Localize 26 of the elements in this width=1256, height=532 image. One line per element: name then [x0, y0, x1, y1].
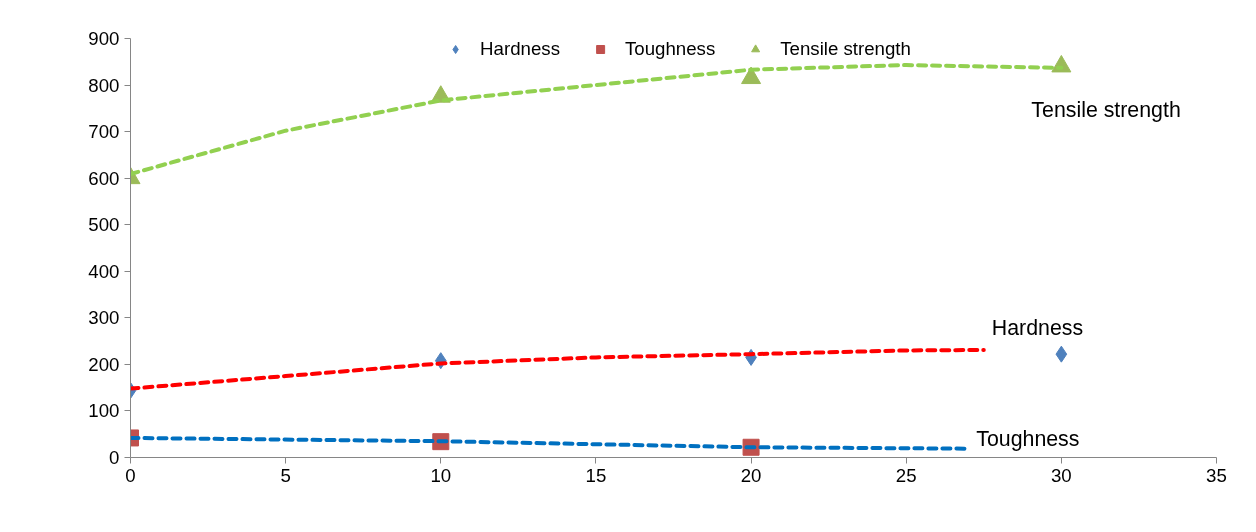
series-label: Hardness — [991, 315, 1084, 340]
y-tick-label: 800 — [88, 74, 120, 96]
x-tick-label: 30 — [1050, 464, 1072, 486]
y-tick-label: 400 — [88, 260, 120, 282]
y-tick-label: 700 — [88, 121, 120, 143]
legend-label: Hardness — [480, 38, 560, 60]
series-label: Toughness — [976, 426, 1080, 451]
y-tick-label: 100 — [88, 400, 120, 422]
y-tick-label: 600 — [88, 167, 120, 189]
x-tick-label: 25 — [895, 464, 917, 486]
series-label: Tensile strength — [1031, 97, 1181, 122]
legend-label: Toughness — [624, 38, 716, 60]
x-tick-label: 5 — [280, 464, 291, 486]
x-tick-label: 35 — [1206, 464, 1227, 486]
point — [741, 66, 762, 85]
y-tick-label: 0 — [109, 447, 120, 468]
point — [1055, 345, 1068, 363]
x-tick-label: 0 — [125, 464, 136, 486]
legend-label: Tensile strength — [780, 38, 911, 60]
y-tick-label: 200 — [88, 353, 120, 375]
x-tick-label: 10 — [430, 464, 452, 486]
y-tick-label: 300 — [88, 307, 120, 329]
x-tick-label: 20 — [740, 464, 762, 486]
x-tick-label: 15 — [585, 464, 607, 486]
y-tick-label: 900 — [88, 28, 120, 49]
y-tick-label: 500 — [88, 214, 120, 236]
